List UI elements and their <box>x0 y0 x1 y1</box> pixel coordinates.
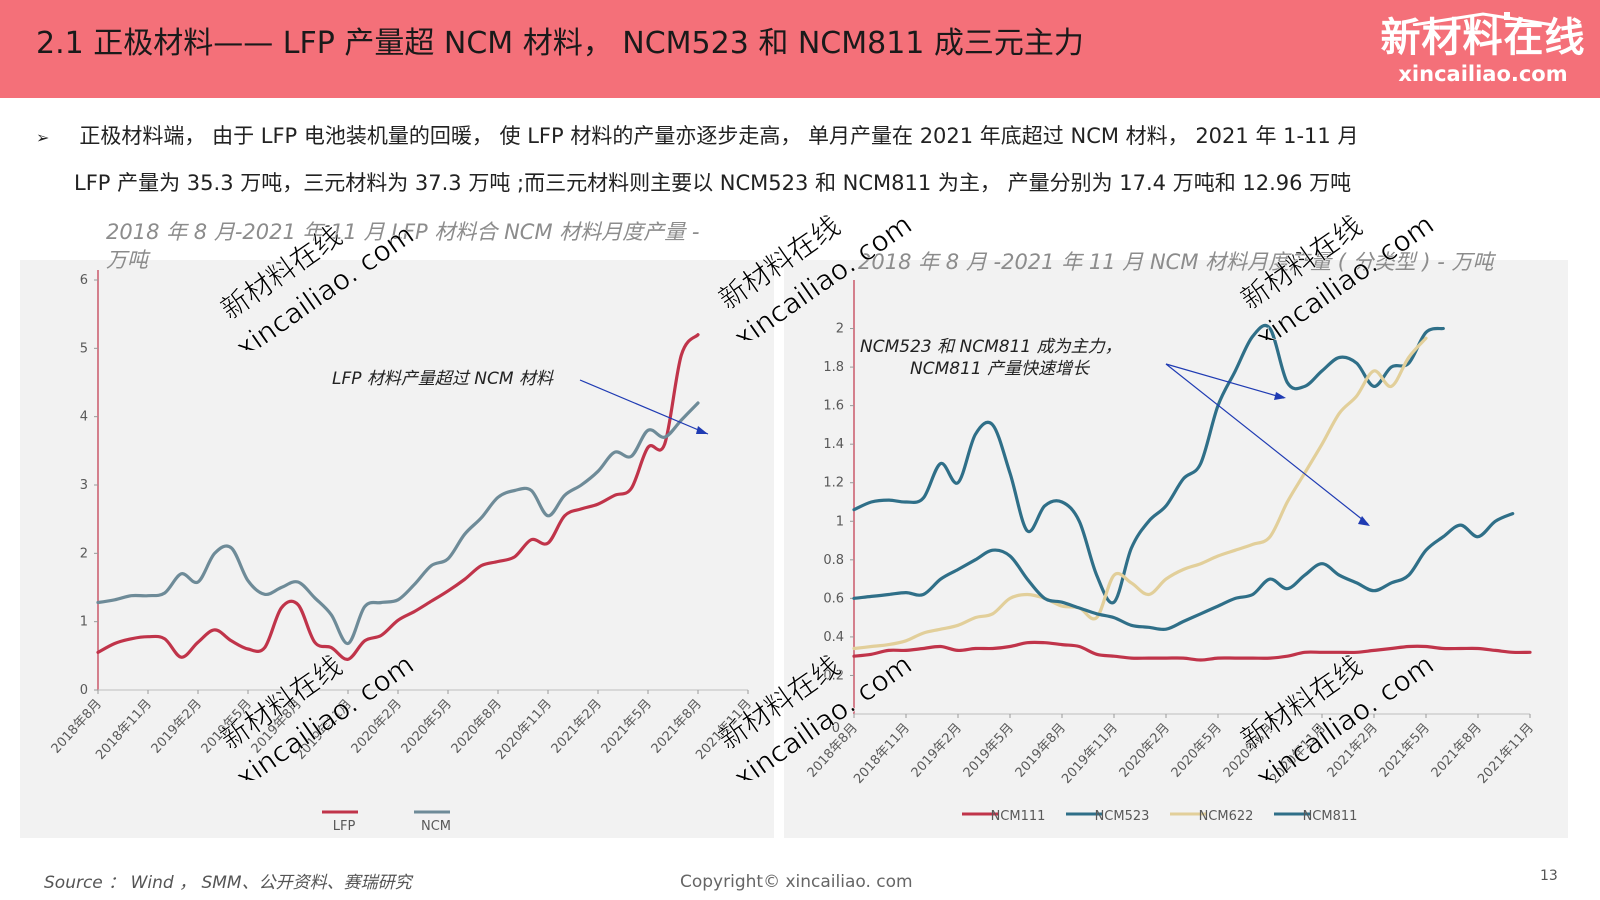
x-tick-label: 2021年8月 <box>1429 721 1485 781</box>
page-number: 13 <box>1540 868 1558 884</box>
annotation-text: NCM523 和 NCM811 成为主力， <box>860 337 1122 357</box>
y-tick-label: 3 <box>80 478 88 493</box>
header-bar <box>0 0 1600 98</box>
series-line-ncm523 <box>852 323 1445 605</box>
x-tick-label: 2019年5月 <box>199 697 255 757</box>
y-tick-label: 2 <box>80 546 88 561</box>
right-chart-panel <box>784 260 1568 838</box>
x-tick-label: 2020年2月 <box>1117 721 1173 781</box>
legend-label: NCM622 <box>1199 809 1254 824</box>
x-tick-label: 2020年5月 <box>399 697 455 757</box>
y-tick-label: 0.8 <box>823 553 844 568</box>
series-line-ncm622 <box>852 336 1428 651</box>
legend-label: NCM811 <box>1303 809 1358 824</box>
house-roof-icon <box>1412 12 1554 26</box>
y-tick-label: 4 <box>80 410 88 425</box>
bullet-line-2: LFP 产量为 35.3 万吨，三元材料为 37.3 万吨 ;而三元材料则主要以… <box>74 171 1352 195</box>
left-line-chart: 01234562018年8月2018年11月2019年2月2019年5月2019… <box>49 270 755 834</box>
x-tick-label: 2021年5月 <box>1377 721 1433 781</box>
copyright: Copyright© xincailiao. com <box>680 872 913 892</box>
y-tick-label: 1 <box>80 615 88 630</box>
y-tick-label: 1.8 <box>823 360 844 375</box>
y-tick-label: 5 <box>80 341 88 356</box>
x-tick-label: 2021年2月 <box>1325 721 1381 781</box>
series-line-ncm811 <box>852 512 1515 632</box>
x-tick-label: 2021年5月 <box>599 697 655 757</box>
annotation-text: LFP 材料产量超过 NCM 材料 <box>332 369 554 389</box>
left-chart-panel <box>20 260 774 838</box>
x-tick-label: 2021年2月 <box>549 697 605 757</box>
source-note: Source ： Wind ， SMM、公开资料、赛瑞研究 <box>44 873 412 893</box>
x-tick-label: 2019年2月 <box>909 721 965 781</box>
y-tick-label: 0.2 <box>823 668 844 683</box>
x-tick-label: 2020年5月 <box>1169 721 1225 781</box>
x-tick-label: 2019年2月 <box>149 697 205 757</box>
annotation-arrow <box>1165 363 1285 399</box>
bullet-text: ➢ 正极材料端， 由于 LFP 电池装机量的回暖， 使 LFP 材料的产量亦逐步走… <box>36 122 1566 152</box>
y-tick-label: 1.4 <box>823 437 844 452</box>
y-tick-label: 2 <box>836 322 844 337</box>
x-tick-label: 2019年5月 <box>961 721 1017 781</box>
legend-label: NCM523 <box>1095 809 1150 824</box>
bullet-arrow-icon: ➢ <box>36 128 50 147</box>
legend-label: LFP <box>333 819 356 834</box>
logo-text-cn: 新材料在线 <box>1380 15 1586 61</box>
x-tick-label: 2020年8月 <box>1221 721 1277 781</box>
logo-text-en: xincailiao.com <box>1398 62 1568 86</box>
x-tick-label: 2019年8月 <box>1013 721 1069 781</box>
logo[interactable]: 新材料在线 xincailiao.com <box>1378 12 1588 94</box>
y-tick-label: 0 <box>80 683 88 698</box>
y-tick-label: 0 <box>832 721 840 736</box>
left-chart-title: 2018 年 8 月-2021 年 11 月 LFP 材料合 NCM 材料月度产… <box>106 220 700 272</box>
right-line-chart: 0.20.40.60.811.21.41.61.822018年8月2018年11… <box>805 280 1537 824</box>
page-title: 2.1 正极材料—— LFP 产量超 NCM 材料， NCM523 和 NCM8… <box>36 26 1084 61</box>
annotation-text-2: NCM811 产量快速增长 <box>910 359 1090 379</box>
y-tick-label: 0.6 <box>823 591 844 606</box>
right-chart-title: 2018 年 8 月 -2021 年 11 月 NCM 材料月度产量 ( 分类型… <box>858 250 1494 274</box>
x-tick-label: 2020年2月 <box>349 697 405 757</box>
y-tick-label: 6 <box>80 273 88 288</box>
arrowhead-icon <box>696 426 708 434</box>
series-line-lfp <box>96 333 700 661</box>
y-tick-label: 1.2 <box>823 476 844 491</box>
annotation-arrow <box>1165 363 1369 525</box>
legend-label: NCM111 <box>991 809 1046 824</box>
series-line-ncm <box>96 401 700 646</box>
bullet-line-1: 正极材料端， 由于 LFP 电池装机量的回暖， 使 LFP 材料的产量亦逐步走高… <box>79 124 1359 148</box>
series-line-ncm111 <box>852 640 1532 662</box>
y-tick-label: 1.6 <box>823 399 844 414</box>
y-tick-label: 1 <box>836 514 844 529</box>
y-tick-label: 0.4 <box>823 630 844 645</box>
arrowhead-icon <box>1274 392 1286 400</box>
annotation-arrow <box>579 379 709 435</box>
arrowhead-icon <box>1358 516 1370 526</box>
legend-label: NCM <box>421 819 451 834</box>
